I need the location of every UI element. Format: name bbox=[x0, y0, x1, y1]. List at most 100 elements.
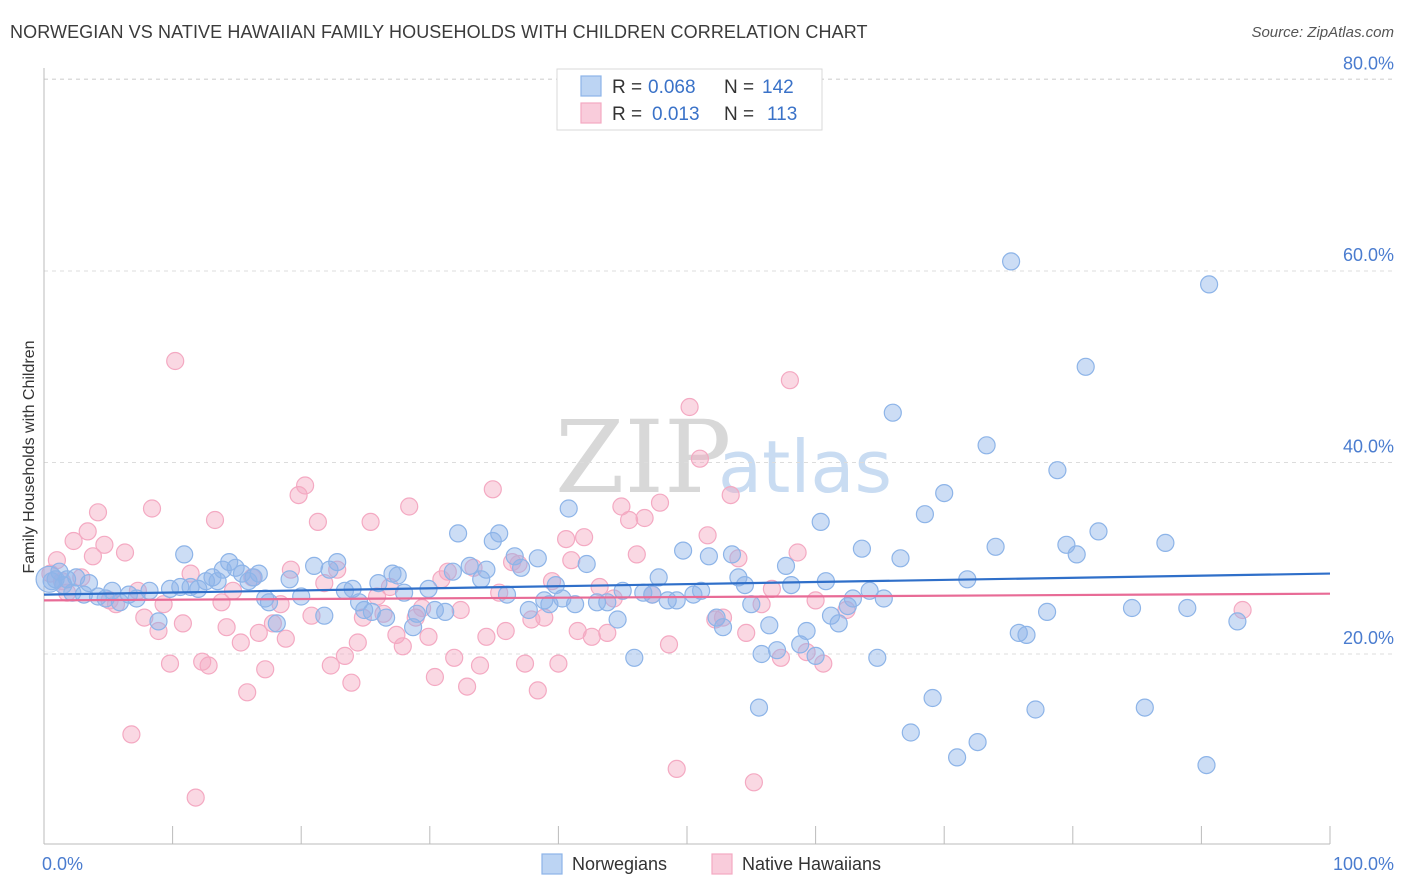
scatter-point bbox=[1089, 522, 1108, 541]
scatter-point bbox=[142, 499, 162, 518]
scatter-point bbox=[289, 486, 308, 505]
scatter-point bbox=[1076, 357, 1095, 376]
scatter-point bbox=[79, 573, 99, 593]
scatter-point bbox=[707, 608, 726, 627]
scatter-point bbox=[335, 646, 354, 666]
scatter-point bbox=[811, 512, 830, 532]
scatter-point bbox=[166, 351, 185, 371]
scatter-point bbox=[680, 397, 699, 417]
scatter-point bbox=[1001, 252, 1021, 271]
y-tick-labels: 20.0% 40.0% 60.0% 80.0% bbox=[1343, 54, 1394, 649]
scatter-point bbox=[608, 610, 627, 629]
scatter-point bbox=[627, 545, 646, 564]
scatter-point bbox=[57, 570, 77, 589]
scatter-point bbox=[742, 595, 761, 614]
scatter-point bbox=[436, 602, 455, 622]
scatter-point bbox=[574, 528, 594, 547]
legend-r-value-1: 0.068 bbox=[648, 77, 696, 98]
scatter-point bbox=[782, 575, 801, 595]
scatter-point bbox=[821, 606, 841, 625]
scatter-point bbox=[83, 547, 103, 566]
scatter-point bbox=[477, 560, 496, 579]
scatter-point bbox=[173, 614, 192, 633]
scatter-point bbox=[947, 748, 967, 767]
scatter-point bbox=[181, 564, 200, 583]
scatter-point bbox=[977, 436, 996, 455]
scatter-point bbox=[400, 497, 419, 516]
scatter-point bbox=[438, 562, 457, 581]
scatter-point bbox=[1067, 545, 1086, 564]
scatter-point bbox=[511, 558, 531, 577]
scatter-point bbox=[490, 524, 509, 543]
scatter-point bbox=[263, 614, 282, 633]
scatter-point bbox=[635, 508, 654, 528]
scatter-point bbox=[650, 493, 670, 512]
scatter-point bbox=[1197, 755, 1216, 775]
scatter-point bbox=[667, 759, 686, 779]
legend-n-value-2: 113 bbox=[767, 104, 797, 125]
scatter-point bbox=[292, 587, 311, 606]
scatter-point bbox=[1017, 625, 1036, 645]
scatter-point bbox=[149, 621, 168, 641]
scatter-point bbox=[135, 608, 154, 627]
scatter-point bbox=[735, 575, 755, 595]
scatter-point bbox=[767, 641, 787, 660]
scatter-point bbox=[843, 589, 863, 608]
scatter-point bbox=[425, 667, 444, 687]
trend-lines bbox=[43, 572, 1331, 602]
scatter-point bbox=[122, 725, 141, 744]
scatter-point bbox=[154, 595, 173, 614]
scatter-point bbox=[149, 612, 168, 631]
scatter-point bbox=[369, 573, 388, 593]
legend-r-label-1: R = bbox=[612, 77, 642, 98]
scatter-point bbox=[1026, 700, 1045, 719]
scatter-point bbox=[160, 654, 180, 673]
scatter-point bbox=[95, 535, 114, 554]
scatter-point bbox=[1135, 698, 1154, 717]
legend-swatch-native-hawaiians bbox=[580, 102, 602, 124]
scatter-point bbox=[205, 510, 225, 530]
scatter-point bbox=[483, 480, 502, 499]
scatter-point bbox=[315, 573, 334, 593]
y-axis-label: Family Households with Children bbox=[21, 341, 38, 574]
scatter-point bbox=[590, 577, 609, 597]
scatter-point bbox=[88, 503, 108, 522]
scatter-point bbox=[612, 497, 631, 516]
scatter-point bbox=[1156, 533, 1175, 553]
scatter-point bbox=[140, 581, 159, 600]
scatter-point bbox=[968, 732, 987, 752]
scatter-point bbox=[562, 551, 581, 570]
series-legend: Norwegians Native Hawaiians bbox=[541, 853, 881, 875]
scatter-point bbox=[713, 608, 733, 627]
scatter-point bbox=[388, 566, 407, 585]
scatter-point bbox=[852, 539, 872, 558]
scatter-point bbox=[1122, 598, 1142, 618]
scatter-point bbox=[276, 629, 295, 648]
scatter-point bbox=[35, 565, 63, 593]
scatter-point bbox=[829, 614, 848, 633]
legend-n-value-1: 142 bbox=[762, 77, 794, 98]
scatter-point bbox=[915, 505, 935, 524]
scatter-point bbox=[559, 499, 578, 518]
scatter-point bbox=[186, 788, 205, 807]
scatter-point bbox=[613, 581, 632, 600]
scatter-point bbox=[460, 556, 479, 576]
scatter-point bbox=[1037, 602, 1057, 622]
scatter-point bbox=[199, 656, 218, 675]
scatter-point bbox=[353, 608, 372, 627]
scatter-point bbox=[470, 656, 490, 675]
scatter-point bbox=[1048, 461, 1067, 480]
scatter-point bbox=[713, 618, 733, 637]
scatter-point bbox=[217, 618, 236, 637]
scatter-point bbox=[445, 648, 464, 667]
norwegians-points bbox=[35, 252, 1247, 775]
correlation-legend: R = 0.068 N = 142 R = 0.013 N = 113 bbox=[556, 68, 823, 131]
scatter-point bbox=[901, 723, 920, 742]
scatter-point bbox=[320, 560, 339, 579]
scatter-point bbox=[780, 371, 800, 390]
scatter-point bbox=[1228, 612, 1247, 631]
scatter-point bbox=[308, 512, 327, 532]
scatter-point bbox=[667, 591, 686, 610]
scatter-point bbox=[737, 623, 756, 643]
